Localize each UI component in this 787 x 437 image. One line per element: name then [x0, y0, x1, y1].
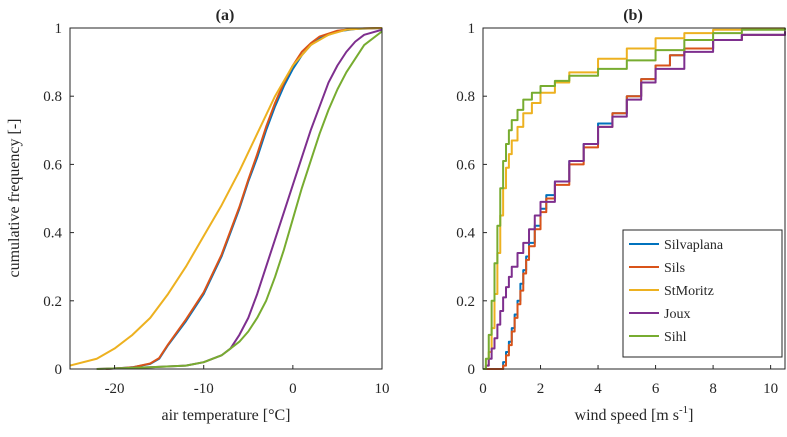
legend: Silvaplana Sils StMoritz Joux Sihl [622, 229, 783, 358]
panel-b-ytick-label: 0.4 [456, 226, 475, 242]
panel-a-ylabel: cumulative frequency [-] [6, 118, 23, 277]
legend-label-joux: Joux [664, 307, 690, 322]
panel-a-xtick-label: 10 [375, 381, 390, 397]
panel-b-xlabel-main: wind speed [m s [575, 407, 679, 424]
panel-b-series-sils [483, 31, 786, 370]
panel-a-ytick-label: 0.8 [43, 89, 62, 105]
panel-b-xlabel-superscript: -1 [679, 404, 688, 416]
panel-a-series-sihl [96, 30, 383, 370]
panel-b-xtick-label: 0 [479, 381, 487, 397]
panel-a-xtick-label: 0 [289, 381, 297, 397]
panel-a-xtick-label: -20 [105, 381, 125, 397]
panel-a-xtick-group: -20 -10 0 10 [105, 365, 390, 397]
panel-b-series-sihl [483, 28, 786, 370]
panel-a-series-stmoritz [69, 27, 383, 367]
panel-b-xtick-label: 6 [652, 381, 660, 397]
panel-a-series-silvaplana [105, 27, 383, 370]
panel-a-ytick-label: 0.6 [43, 157, 62, 173]
panel-a-axes-box [69, 27, 383, 370]
panel-b-xtick-label: 2 [537, 381, 545, 397]
legend-label-stmoritz: StMoritz [664, 284, 714, 299]
panel-b-ytick-label: 0.2 [456, 294, 475, 310]
legend-label-sils: Sils [664, 261, 685, 276]
panel-b-ytick-label: 0.8 [456, 89, 475, 105]
panel-b: (b) 0 2 4 6 8 10 0 0.2 0.4 0.6 0.8 1 wind speed [m… [456, 7, 786, 424]
panel-a-xlabel: air temperature [°C] [162, 407, 291, 424]
panel-b-xtick-group: 0 2 4 6 8 10 [479, 365, 778, 397]
panel-a-ytick-label: 0 [55, 362, 63, 378]
panel-a-ytick-label: 0.2 [43, 294, 62, 310]
panel-a-series-group [69, 27, 383, 370]
panel-a-series-sils [105, 27, 383, 370]
panel-a: (a) -20 -10 0 10 0 0.2 0.4 0.6 0.8 1 air tempera… [6, 7, 390, 424]
panel-a-xtick-label: -10 [194, 381, 214, 397]
panel-b-series-stmoritz [483, 27, 786, 370]
panel-a-ytick-label: 0.4 [43, 226, 62, 242]
panel-b-ytick-label: 0 [468, 362, 476, 378]
panel-a-title: (a) [216, 7, 235, 24]
panel-b-xlabel: wind speed [m s-1] [575, 404, 694, 424]
panel-b-ytick-group: 0 0.2 0.4 0.6 0.8 1 [456, 21, 487, 378]
panel-b-title: (b) [623, 7, 643, 24]
panel-b-ytick-label: 0.6 [456, 157, 475, 173]
panel-b-series-joux [483, 31, 786, 370]
panel-b-xtick-label: 4 [594, 381, 602, 397]
legend-label-sihl: Sihl [664, 330, 687, 345]
panel-b-xlabel-suffix: ] [688, 407, 693, 424]
panel-b-axes-box [482, 27, 786, 370]
panel-b-ytick-label: 1 [468, 21, 476, 37]
panel-a-series-joux [96, 28, 383, 370]
panel-b-xtick-label: 10 [763, 381, 778, 397]
panel-b-series-group [483, 27, 786, 370]
panel-a-ytick-label: 1 [55, 21, 63, 37]
legend-label-silvaplana: Silvaplana [664, 238, 724, 253]
panel-b-xtick-label: 8 [709, 381, 717, 397]
panel-a-ytick-group: 0 0.2 0.4 0.6 0.8 1 [43, 21, 74, 378]
